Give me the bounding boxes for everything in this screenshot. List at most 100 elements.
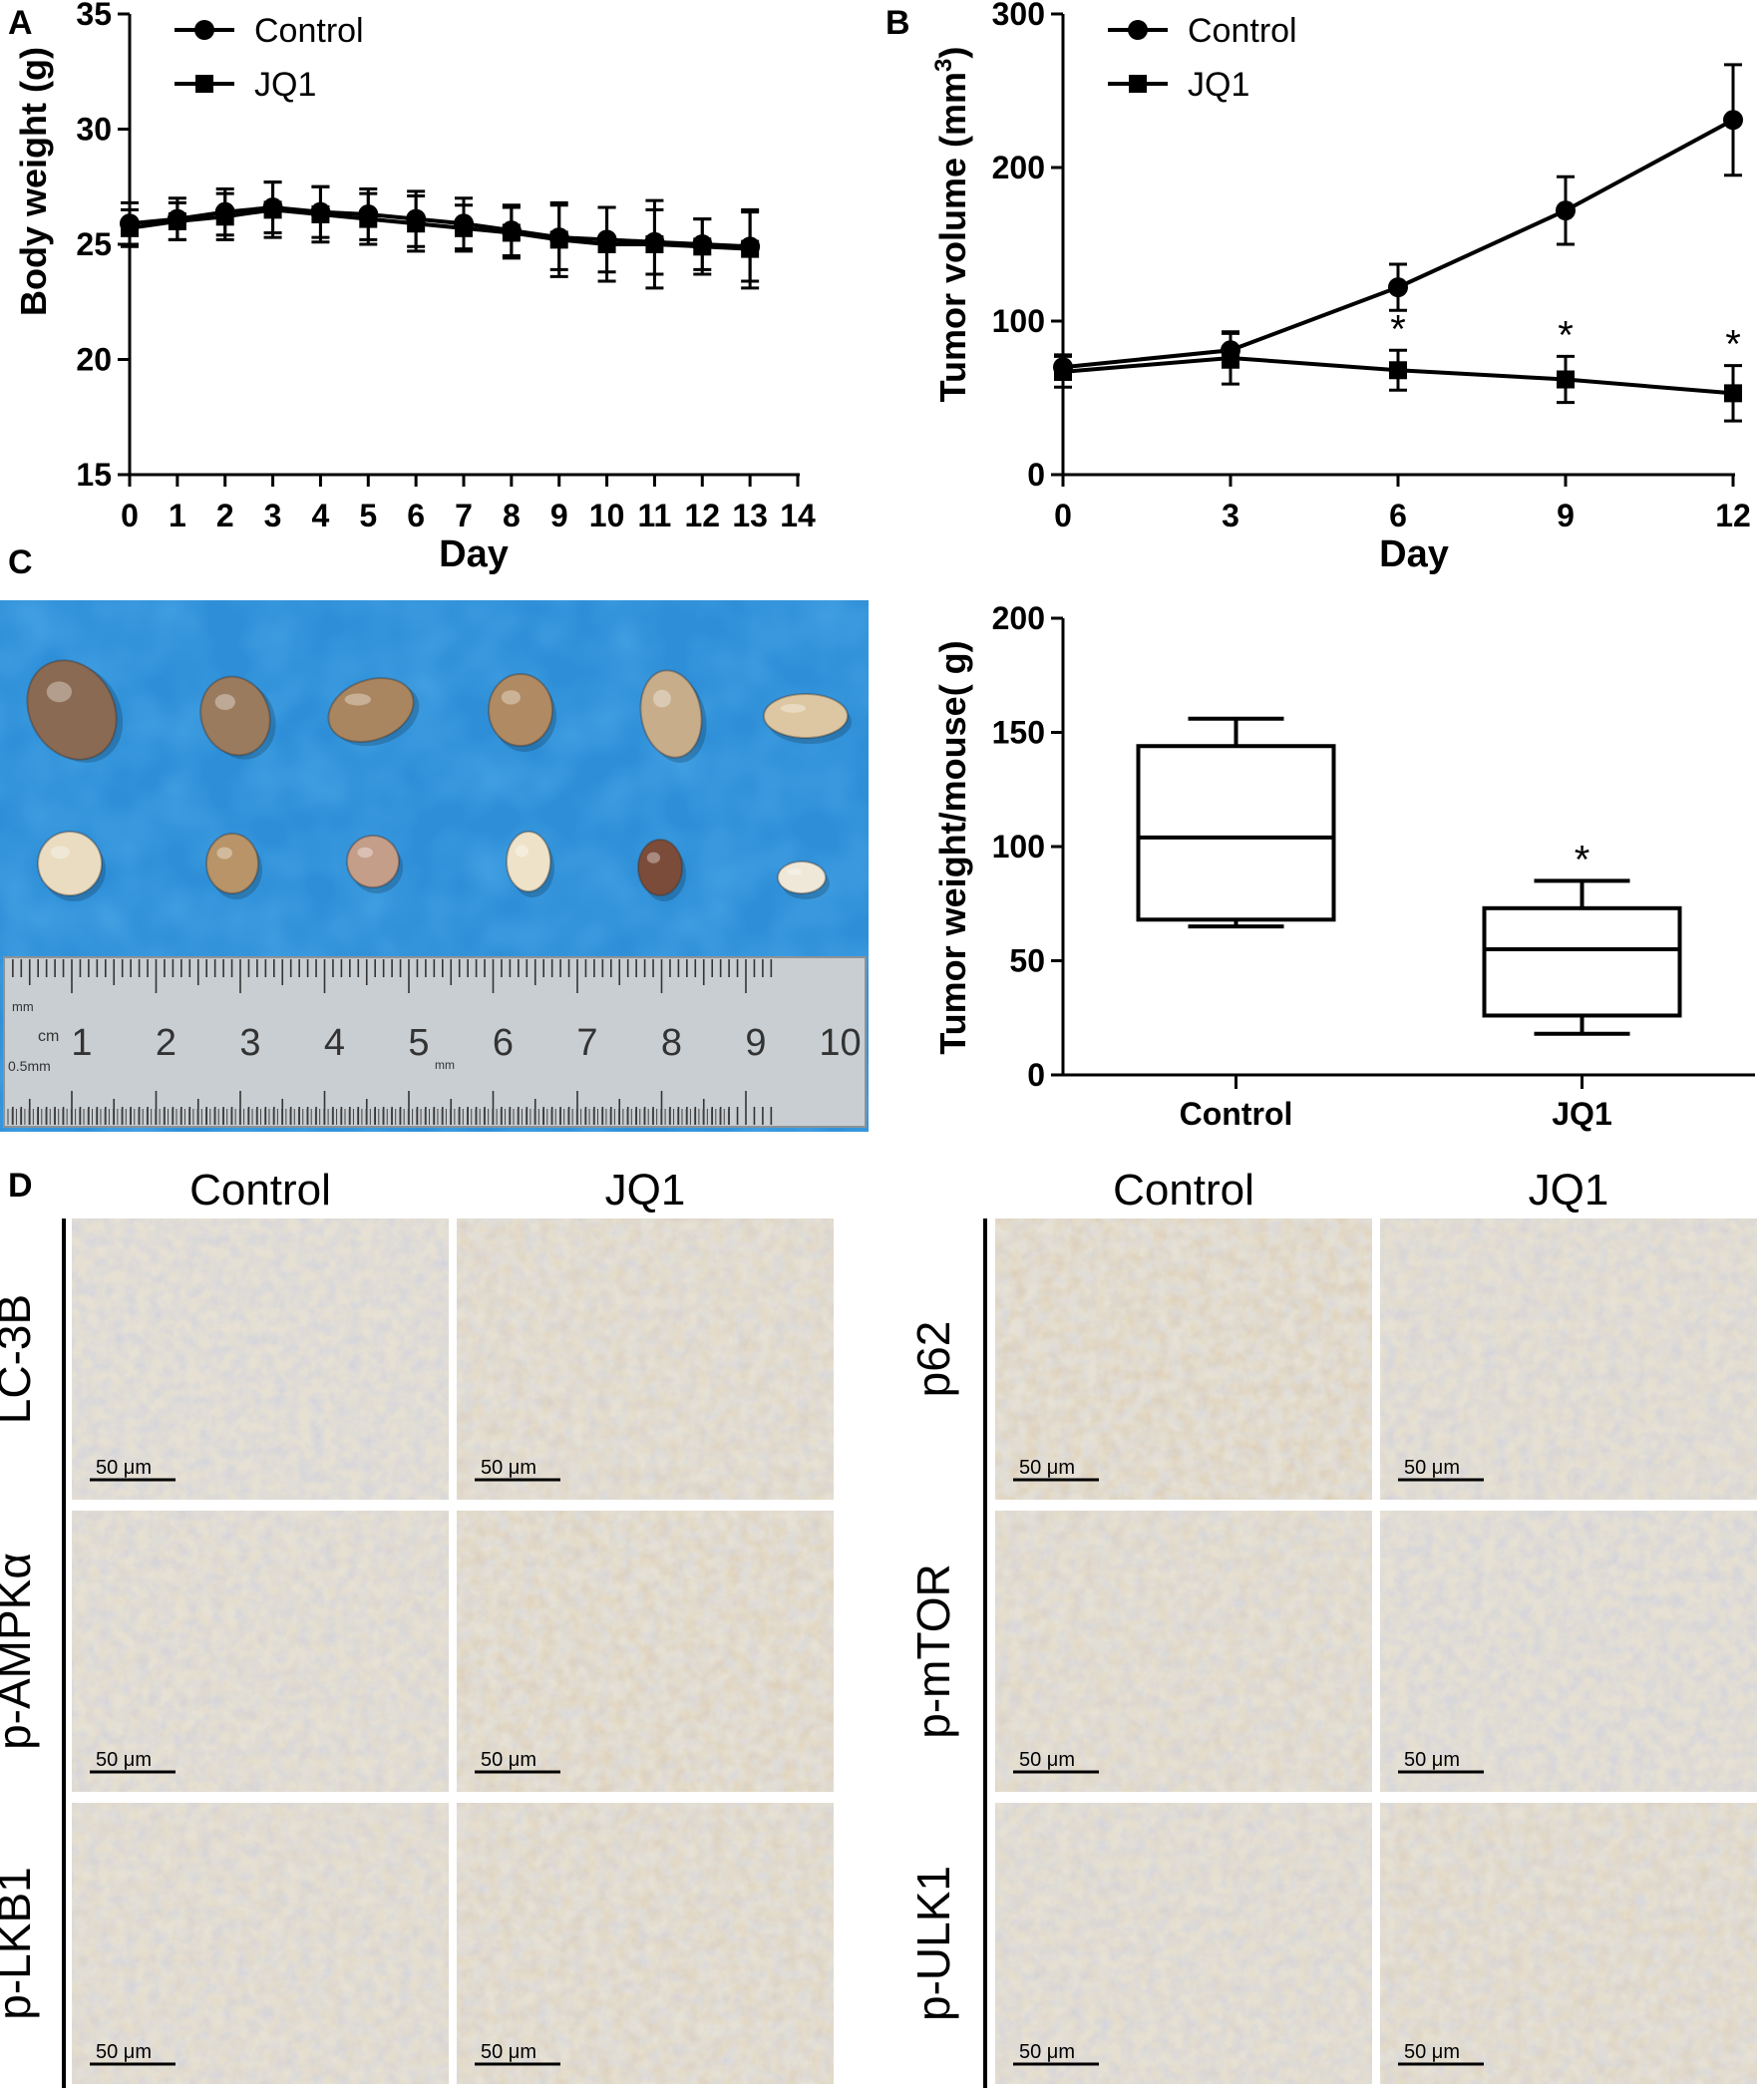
b-legend-marker bbox=[1128, 20, 1148, 40]
ihc-left-header-control: Control bbox=[189, 1166, 331, 1215]
ruler-unit-mm-mid: mm bbox=[435, 1058, 455, 1072]
ihc-left-ihc-tile: 50 μm bbox=[72, 1803, 449, 2084]
a-x-tick-label: 14 bbox=[780, 498, 816, 533]
ihc-tile-dab bbox=[457, 1803, 834, 2084]
chart-b-significance-star: * bbox=[1558, 313, 1574, 357]
ihc-scale-bar-label: 50 μm bbox=[481, 1457, 536, 1479]
ihc-tile-dab bbox=[457, 1218, 834, 1500]
a-point-square bbox=[311, 204, 330, 223]
tumor-highlight bbox=[646, 852, 661, 864]
tumor-specimens bbox=[26, 659, 852, 901]
a-y-tick-label: 15 bbox=[76, 457, 112, 493]
chart-a-legend: Control JQ1 bbox=[175, 12, 364, 104]
b-point-circle bbox=[1388, 277, 1408, 298]
ruler: 1 2 3 4 5 6 7 8 9 10 mm cm 0.5mm mm bbox=[3, 956, 867, 1128]
ihc-right-ihc-tile: 50 μm bbox=[1380, 1218, 1757, 1500]
b-x-tick-label: 9 bbox=[1557, 498, 1575, 533]
b-point-square bbox=[1389, 361, 1407, 380]
b-x-tick-label: 0 bbox=[1054, 498, 1072, 533]
ihc-left-ihc-tile: 50 μm bbox=[457, 1218, 834, 1500]
a-x-tick-label: 8 bbox=[503, 498, 521, 533]
ihc-scale-bar-label: 50 μm bbox=[1404, 1749, 1460, 1771]
tumor-highlight bbox=[515, 845, 529, 858]
tumor-specimen bbox=[488, 673, 553, 747]
ihc-right-ihc-tile: 50 μm bbox=[995, 1803, 1372, 2084]
ihc-scale-bar-label: 50 μm bbox=[1019, 1749, 1075, 1771]
b-legend-marker bbox=[1129, 75, 1147, 93]
a-legend-label: Control bbox=[254, 12, 364, 50]
chart-a-series bbox=[120, 180, 761, 290]
chart-c-y-tick-label: 100 bbox=[992, 829, 1045, 865]
ruler-number: 3 bbox=[239, 1022, 260, 1064]
a-x-tick-label: 12 bbox=[684, 498, 720, 533]
a-x-tick-label: 0 bbox=[121, 498, 139, 533]
ihc-tile-dab bbox=[1380, 1511, 1757, 1792]
chart-c-box-rect bbox=[1136, 744, 1336, 922]
a-legend-label: JQ1 bbox=[254, 66, 316, 104]
tumor-highlight bbox=[50, 846, 70, 860]
b-legend-label: JQ1 bbox=[1188, 66, 1249, 104]
a-point-square bbox=[549, 230, 568, 249]
a-legend-marker bbox=[195, 75, 213, 93]
b-y-tick-label: 200 bbox=[992, 150, 1045, 185]
ihc-right-ihc-tile: 50 μm bbox=[995, 1218, 1372, 1500]
ihc-left-ihc-tile: 50 μm bbox=[72, 1511, 449, 1792]
a-x-tick-label: 4 bbox=[312, 498, 330, 533]
ihc-left-row-label: LC-3B bbox=[0, 1294, 40, 1424]
chart-b-ylabel-sup: 3 bbox=[930, 59, 957, 72]
ruler-number: 4 bbox=[324, 1022, 345, 1064]
ruler-number: 7 bbox=[576, 1022, 597, 1064]
chart-b-series bbox=[1053, 63, 1743, 423]
chart-c-y-tick-label: 50 bbox=[1009, 943, 1045, 979]
b-x-tick-label: 3 bbox=[1222, 498, 1239, 533]
chart-c-axes bbox=[1051, 616, 1755, 1089]
a-point-square bbox=[263, 200, 282, 219]
a-y-tick-label: 30 bbox=[76, 112, 112, 148]
tumor-highlight bbox=[357, 847, 374, 859]
b-x-tick-label: 12 bbox=[1715, 498, 1751, 533]
chart-b-significance-markers: * * * bbox=[1390, 307, 1741, 366]
ruler-ticks bbox=[7, 959, 773, 1125]
ihc-tile-dab bbox=[1380, 1803, 1757, 2084]
chart-c-box-jq1: * bbox=[1482, 838, 1682, 1036]
tumor-highlight bbox=[344, 693, 371, 706]
panel-d: D Control JQ1 Control JQ1 LC-3B 50 μm 50 μm p-A… bbox=[0, 1166, 1757, 2088]
b-y-tick-label: 0 bbox=[1027, 457, 1045, 493]
a-x-tick-label: 6 bbox=[407, 498, 425, 533]
a-x-tick-label: 1 bbox=[169, 498, 186, 533]
ihc-tile-dab bbox=[72, 1218, 449, 1500]
panel-c: C 1 2 3 4 5 6 7 8 9 10 mm cm 0.5mm mm Tumor weigh… bbox=[0, 543, 1755, 1132]
b-y-tick-label: 100 bbox=[992, 303, 1045, 339]
b-point-circle bbox=[1723, 110, 1743, 131]
ihc-right-row-label: p-ULK1 bbox=[907, 1866, 959, 2021]
ruler-number: 9 bbox=[745, 1022, 766, 1064]
tumor-specimen bbox=[327, 677, 415, 743]
tumor-highlight bbox=[787, 869, 802, 875]
chart-b-ylabel-end: ) bbox=[932, 47, 973, 59]
ruler-number: 1 bbox=[71, 1022, 92, 1064]
ihc-tile-dab bbox=[72, 1511, 449, 1792]
a-legend-marker bbox=[194, 20, 214, 40]
chart-c-y-tick-label: 200 bbox=[992, 600, 1045, 636]
a-point-square bbox=[121, 218, 139, 237]
chart-b-ylabel: Tumor volume (mm3) bbox=[930, 47, 973, 403]
ruler-numbers: 1 2 3 4 5 6 7 8 9 10 bbox=[71, 1022, 861, 1064]
ruler-unit-05mm: 0.5mm bbox=[8, 1058, 51, 1074]
b-point-square bbox=[1724, 384, 1742, 403]
ihc-scale-bar-label: 50 μm bbox=[481, 1749, 536, 1771]
tumor-specimen bbox=[199, 675, 271, 757]
a-x-tick-label: 9 bbox=[550, 498, 568, 533]
ihc-tile-dab bbox=[457, 1511, 834, 1792]
ihc-tile-dab bbox=[995, 1511, 1372, 1792]
ihc-right-row-label: p62 bbox=[907, 1321, 959, 1398]
ihc-scale-bar-label: 50 μm bbox=[1019, 1457, 1075, 1479]
a-x-tick-label: 7 bbox=[455, 498, 473, 533]
a-y-tick-label: 25 bbox=[76, 226, 112, 262]
chart-b-xlabel: Day bbox=[1379, 533, 1449, 575]
a-point-square bbox=[455, 218, 473, 237]
ihc-scale-bar-label: 50 μm bbox=[96, 1749, 152, 1771]
ruler-number: 2 bbox=[156, 1022, 176, 1064]
ihc-scale-bar-label: 50 μm bbox=[1404, 2041, 1460, 2063]
